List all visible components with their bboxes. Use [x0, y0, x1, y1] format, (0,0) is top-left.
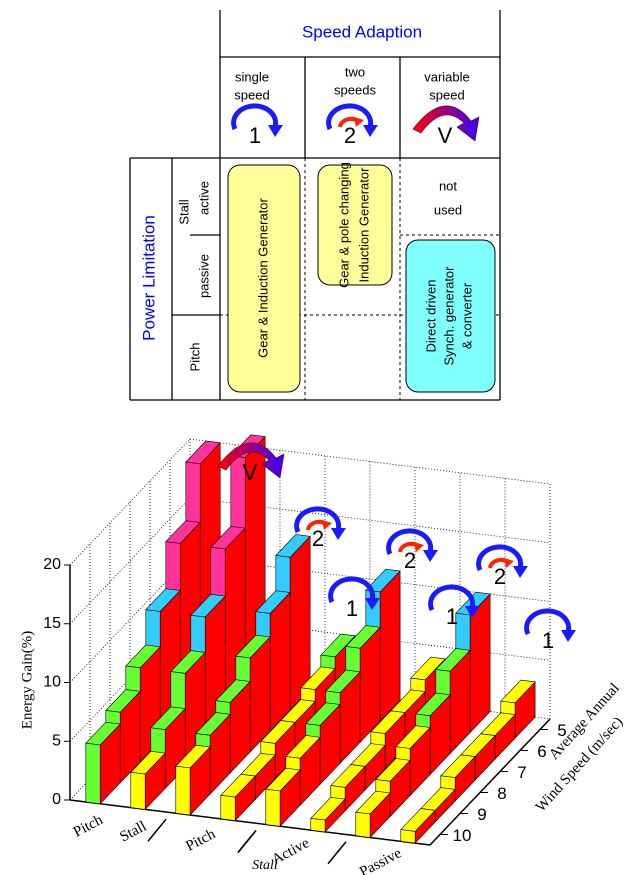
- cell-text: Gear & pole changing: [336, 162, 351, 288]
- cell-text: Gear & Induction Generator: [255, 197, 270, 357]
- wall-side: [269, 591, 291, 732]
- icon-head: [423, 550, 438, 562]
- row-label: passive: [196, 254, 211, 298]
- column-label: speeds: [334, 82, 376, 97]
- icon-label: V: [243, 460, 258, 485]
- icon-arrow: [326, 103, 374, 131]
- cell-text: & converter: [459, 282, 474, 349]
- y-tick-label: 15: [43, 615, 61, 632]
- speed-icon: 1: [231, 103, 283, 148]
- row-title: Power Limitation: [139, 215, 158, 341]
- icon-label: 1: [542, 628, 554, 653]
- table: Speed Adaption single speed two speeds v…: [129, 10, 501, 401]
- depth-tick-label: 9: [477, 805, 486, 824]
- speed-icon: V: [412, 105, 480, 148]
- speed-icon: V: [217, 442, 285, 485]
- y-axis-title: Energy Gain(%): [19, 631, 35, 729]
- speed-icon: 2: [326, 103, 378, 148]
- bar: [85, 742, 101, 805]
- x-tick-label: Stall: [117, 818, 149, 845]
- icon-arrow: [294, 506, 342, 534]
- cell-text: used: [434, 202, 462, 217]
- depth-axis: [429, 718, 551, 846]
- icon-arrow: [428, 584, 476, 612]
- y-tick-label: 5: [52, 732, 61, 749]
- icon-head: [504, 558, 514, 568]
- speed-icon: 1: [524, 608, 576, 653]
- cell-text: Induction Generator: [356, 167, 371, 283]
- icon-head: [365, 598, 380, 610]
- icon-head: [414, 542, 424, 552]
- column-label: speed: [429, 87, 464, 102]
- icon-arrow: [524, 608, 572, 636]
- column-label: two: [345, 64, 365, 79]
- icon-head: [465, 606, 480, 618]
- speed-icon: 2: [294, 506, 346, 551]
- icon-arrow: [476, 544, 524, 572]
- icon-head: [513, 566, 528, 578]
- x-tick-label: Pitch: [183, 826, 218, 855]
- bar: [130, 771, 146, 810]
- cell-text: not: [439, 178, 457, 193]
- group-divider: [147, 818, 167, 842]
- row-label: Pitch: [187, 343, 202, 372]
- icon-label: 2: [404, 548, 416, 573]
- y-tick-label: 20: [43, 556, 61, 573]
- icon-label: 1: [249, 123, 261, 148]
- speed-icon: 2: [476, 544, 528, 589]
- icon-head: [561, 630, 576, 642]
- speed-icon: 2: [386, 528, 438, 573]
- bar: [175, 765, 191, 816]
- depth-tick-label: 10: [453, 826, 472, 845]
- group-divider: [237, 830, 257, 853]
- bar: [355, 811, 371, 838]
- column-label: single: [235, 69, 269, 84]
- bar: [310, 817, 326, 833]
- speed-icon: 1: [328, 576, 380, 621]
- column-label: variable: [424, 69, 470, 84]
- depth-tick-label: 6: [537, 742, 546, 761]
- x-tick-label: Passive: [357, 845, 405, 875]
- group-divider: [327, 841, 347, 865]
- icon-arrow: [328, 576, 376, 604]
- icon-head: [354, 117, 364, 127]
- bar: [400, 829, 416, 844]
- icon-label: 1: [346, 596, 358, 621]
- y-tick-label: 10: [43, 674, 61, 691]
- y-tick-label: 0: [52, 791, 61, 808]
- wall-side: [379, 570, 401, 723]
- icon-arrow: [386, 528, 434, 556]
- icon-label: 2: [312, 526, 324, 551]
- x-tick-label: Pitch: [71, 812, 106, 841]
- bar: [265, 788, 281, 827]
- icon-head: [363, 125, 378, 137]
- row-label: active: [196, 181, 211, 215]
- cell-text: Synch. generator: [441, 266, 456, 366]
- column-label: speed: [234, 87, 269, 102]
- speed-icon: 1: [428, 584, 480, 629]
- icon-label: V: [438, 123, 453, 148]
- bar: [220, 794, 236, 821]
- icon-head: [331, 528, 346, 540]
- depth-tick-label: 5: [557, 721, 566, 740]
- depth-tick-label: 8: [497, 784, 506, 803]
- icon-arrow: [412, 105, 480, 142]
- icon-head: [268, 125, 283, 137]
- group-label: Stall: [252, 858, 278, 873]
- icon-label: 2: [344, 123, 356, 148]
- depth-tick-label: 7: [517, 763, 526, 782]
- icon-head: [322, 520, 332, 530]
- icon-arrow: [217, 442, 285, 479]
- icon-label: 1: [446, 604, 458, 629]
- table-title: Speed Adaption: [302, 22, 422, 41]
- icon-label: 2: [494, 564, 506, 589]
- icon-arrow: [231, 103, 279, 131]
- cell-text: Direct driven: [423, 280, 438, 353]
- row-label: Stall: [176, 199, 191, 224]
